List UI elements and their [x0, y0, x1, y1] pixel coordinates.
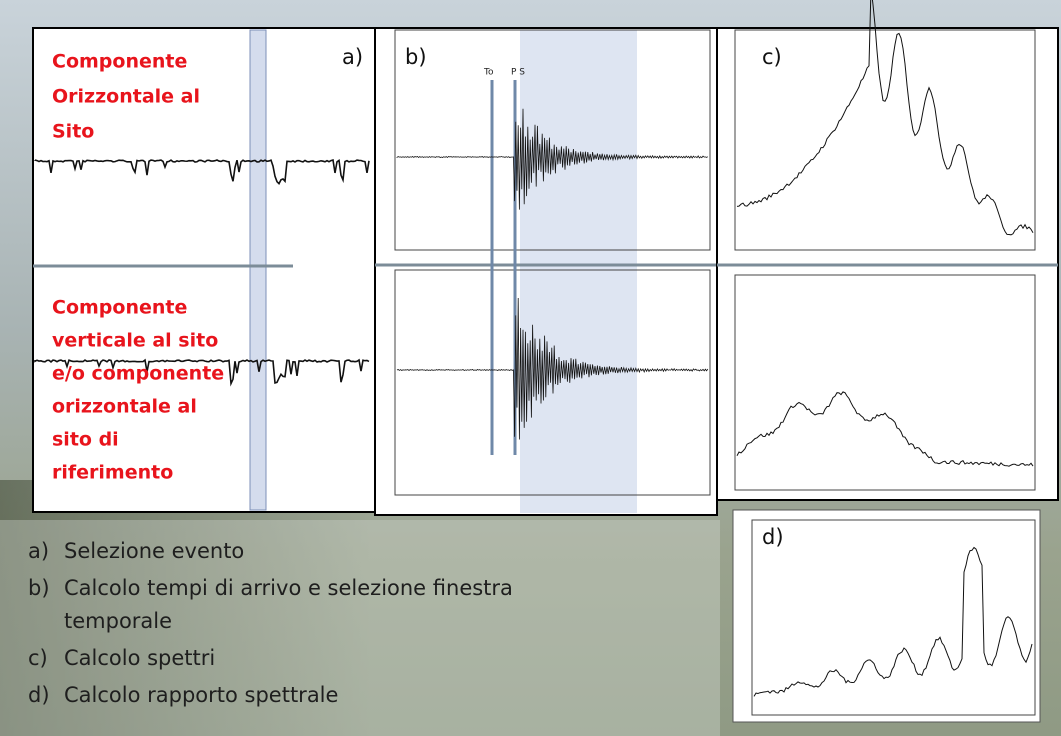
site-label: e/o componente [52, 363, 224, 385]
panel-label: c) [762, 45, 782, 69]
site-label: Orizzontale al [52, 86, 200, 108]
slide: a) To P S b) c) d) Componente Orizzontale… [0, 0, 1061, 736]
list-marker: d) [28, 683, 50, 707]
list-item: Selezione evento [64, 539, 244, 563]
list-item: Calcolo rapporto spettrale [64, 683, 338, 707]
list-item: Calcolo spettri [64, 646, 215, 670]
site-label: Componente [52, 51, 187, 73]
marker-label: To [483, 68, 494, 78]
list-marker: b) [28, 576, 50, 600]
site-label: riferimento [52, 462, 173, 484]
panel-label: d) [762, 525, 784, 549]
marker-label: P S [511, 68, 525, 78]
list-marker: a) [28, 539, 49, 563]
site-label: orizzontale al [52, 396, 197, 418]
panel-label: b) [405, 45, 427, 69]
site-label: Componente [52, 297, 187, 319]
event-window [250, 30, 266, 510]
list-item: temporale [64, 609, 172, 633]
site-label: verticale al sito [52, 330, 218, 352]
site-label: sito di [52, 429, 119, 451]
time-window [520, 30, 637, 513]
list-marker: c) [28, 646, 48, 670]
list-item: Calcolo tempi di arrivo e selezione fine… [64, 576, 513, 600]
panel-label: a) [342, 45, 363, 69]
site-label: Sito [52, 121, 94, 143]
